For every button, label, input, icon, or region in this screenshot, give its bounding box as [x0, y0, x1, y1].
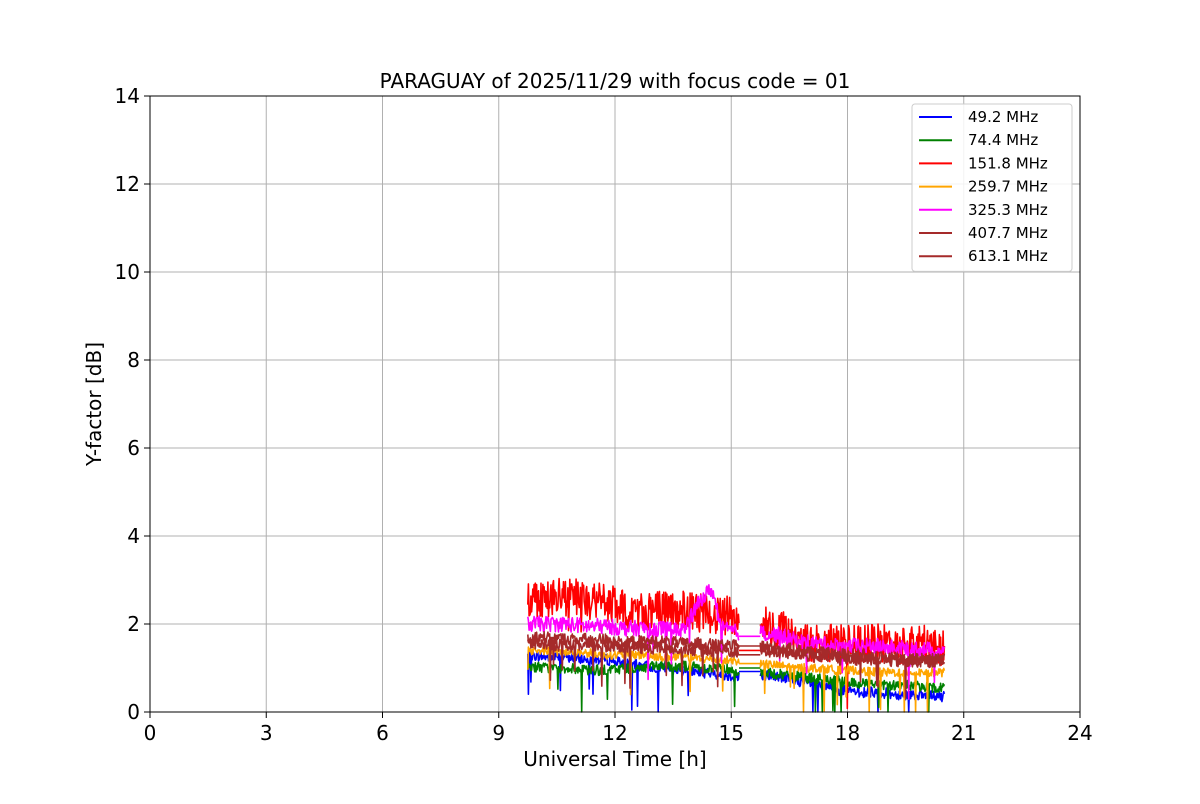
- series-line-segment: [527, 584, 740, 681]
- y-axis-label: Y-factor [dB]: [82, 342, 106, 467]
- legend: 49.2 MHz 74.4 MHz 151.8 MHz 259.7 MHz 32…: [911, 103, 1073, 272]
- series-line-segment: [527, 577, 740, 636]
- chart-title: PARAGUAY of 2025/11/29 with focus code =…: [380, 69, 851, 93]
- series-613_1-MHz: [527, 631, 946, 688]
- x-tick-label: 24: [1067, 721, 1092, 745]
- series-layer: [527, 577, 946, 713]
- x-tick-label: 12: [602, 721, 627, 745]
- y-tick-label: 4: [127, 524, 140, 548]
- y-tick-label: 14: [115, 84, 140, 108]
- y-tick-label: 2: [127, 612, 140, 636]
- legend-label: 407.7 MHz: [968, 224, 1048, 242]
- legend-label: 74.4 MHz: [968, 131, 1038, 149]
- x-tick-label: 21: [951, 721, 976, 745]
- x-axis-label: Universal Time [h]: [523, 747, 706, 771]
- x-tick-label: 0: [144, 721, 157, 745]
- series-line-segment: [759, 640, 946, 688]
- y-tick-label: 0: [127, 700, 140, 724]
- x-tick-label: 9: [492, 721, 505, 745]
- legend-label: 151.8 MHz: [968, 154, 1048, 172]
- legend-label: 49.2 MHz: [968, 108, 1038, 126]
- x-tick-label: 3: [260, 721, 273, 745]
- y-tick-label: 12: [115, 172, 140, 196]
- x-tick-label: 15: [719, 721, 744, 745]
- x-tick-label: 18: [835, 721, 860, 745]
- series-line-segment: [759, 659, 946, 713]
- y-tick-label: 6: [127, 436, 140, 460]
- legend-label: 325.3 MHz: [968, 201, 1048, 219]
- series-line-segment: [527, 631, 740, 688]
- legend-label: 613.1 MHz: [968, 247, 1048, 265]
- series-74_4-MHz: [527, 659, 946, 713]
- y-tick-label: 8: [127, 348, 140, 372]
- legend-box: [911, 103, 1073, 272]
- y-tick-label: 10: [115, 260, 140, 284]
- x-tick-label: 6: [376, 721, 389, 745]
- legend-label: 259.7 MHz: [968, 178, 1048, 196]
- series-line-segment: [527, 636, 740, 689]
